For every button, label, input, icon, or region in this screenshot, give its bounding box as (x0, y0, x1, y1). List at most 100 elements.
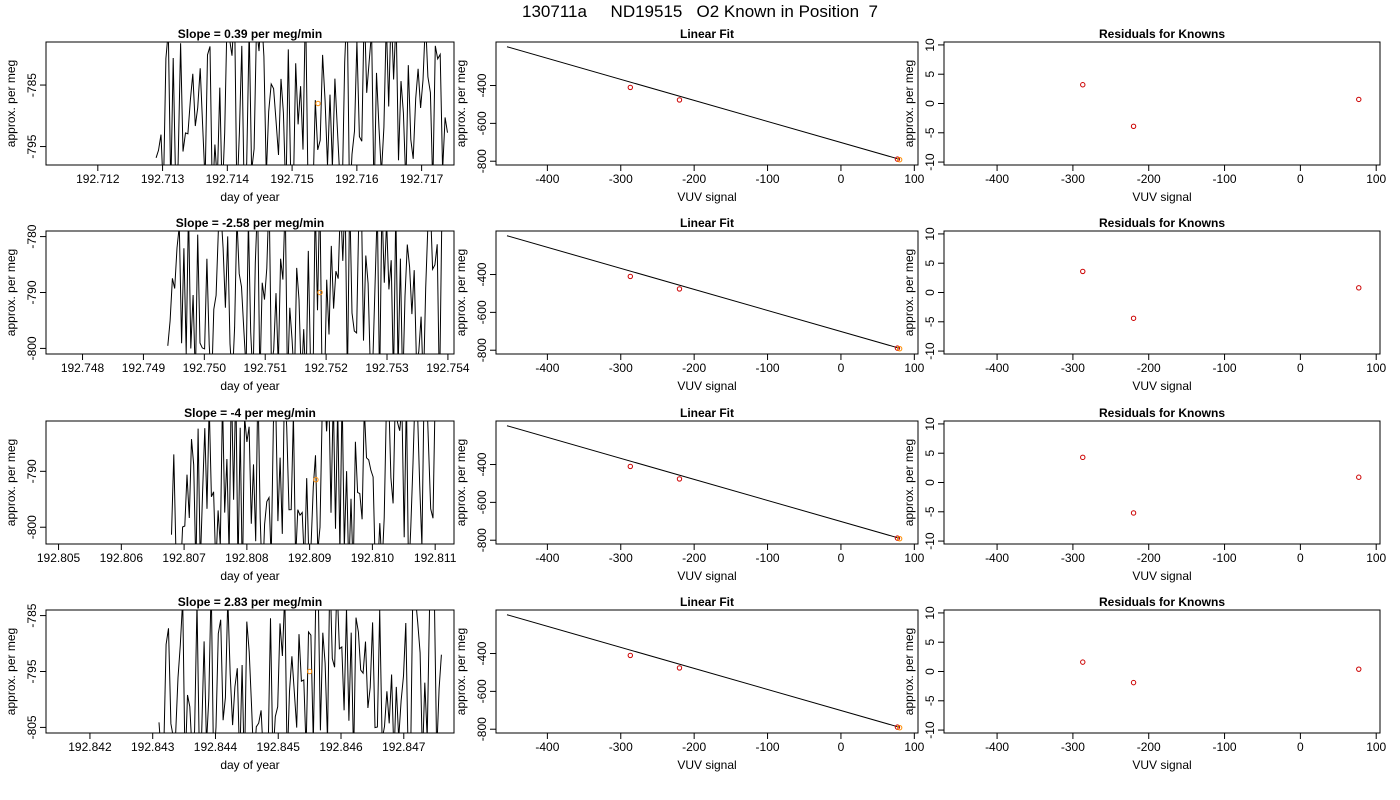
x-tick-label: -200 (682, 172, 706, 186)
x-tick-label: 192.809 (288, 551, 332, 565)
x-tick-label: -200 (682, 361, 706, 375)
plot-area (1080, 82, 1362, 130)
plot-area (158, 610, 442, 733)
x-tick-label: -300 (1061, 551, 1085, 565)
x-tick-label: -400 (535, 172, 559, 186)
y-tick-label: 5 (923, 450, 937, 457)
y-tick-label: -10 (923, 342, 937, 360)
data-trace (171, 421, 436, 544)
x-tick-label: 100 (1366, 551, 1386, 565)
y-axis-label: approx. per meg (454, 60, 468, 147)
x-tick-label: -100 (756, 361, 780, 375)
x-tick-label: -100 (1213, 172, 1237, 186)
panel-linear-fit-row3: Linear Fit -400 -300 -200 -100 0 100 -400 -600 -8… (454, 406, 925, 583)
data-point (1080, 268, 1086, 275)
x-axis-label: day of year (220, 569, 279, 583)
plot-title: Slope = 0.39 per meg/min (178, 27, 322, 41)
y-tick-label: -400 (475, 262, 489, 286)
x-axis-label: VUV signal (677, 569, 736, 583)
data-point (1130, 679, 1137, 686)
y-axis-label: approx. per meg (454, 628, 468, 715)
plot-title: Linear Fit (680, 27, 734, 41)
x-tick-label: 0 (1297, 172, 1304, 186)
fit-line (506, 235, 900, 349)
x-tick-label: 192.845 (257, 740, 301, 754)
plot-frame (45, 41, 455, 166)
y-tick-label: -800 (475, 149, 489, 173)
data-point (894, 535, 901, 541)
plot-area (1080, 659, 1362, 686)
y-tick-label: 10 (923, 606, 937, 620)
y-tick-label: -780 (25, 224, 39, 248)
x-tick-label: 192.811 (414, 551, 457, 565)
y-tick-label: -790 (25, 459, 39, 483)
x-axis-label: VUV signal (1132, 569, 1191, 583)
x-tick-label: -200 (1137, 361, 1161, 375)
x-axis-label: VUV signal (677, 758, 736, 772)
x-tick-label: 192.749 (122, 361, 166, 375)
data-point (676, 286, 683, 292)
y-axis-label: approx. per meg (4, 628, 18, 715)
data-point (1130, 123, 1137, 130)
y-tick-label: 5 (923, 639, 937, 646)
panel-residuals-row4: Residuals for Knowns-400 -300 -200 -100 0 100… (902, 595, 1387, 772)
plot-frame (943, 230, 1381, 355)
page-title: 130711a ND19515 O2 Known in Position 7 (522, 2, 878, 21)
plot-area (506, 46, 903, 163)
panel-timeseries-row1: Slope = 0.39 per meg/min 192.712 192.713 19… (4, 27, 455, 204)
x-tick-label: 192.748 (61, 361, 105, 375)
x-axis-label: day of year (220, 758, 279, 772)
x-tick-label: 192.843 (131, 740, 175, 754)
x-tick-label: 192.713 (141, 172, 185, 186)
data-point (1080, 659, 1086, 665)
plot-area (171, 421, 436, 544)
panel-residuals-row3: Residuals for Knowns-400 -300 -200 -100 0 100… (902, 406, 1387, 583)
y-axis-label: approx. per meg (4, 60, 18, 147)
data-point (1130, 315, 1137, 321)
data-point (676, 665, 683, 671)
panel-timeseries-row2: Slope = -2.58 per meg/min 192.748 192.749 1… (4, 216, 470, 393)
plot-title: Linear Fit (680, 595, 734, 609)
x-tick-label: 0 (1297, 361, 1304, 375)
data-point (1080, 82, 1086, 88)
x-tick-label: -300 (609, 172, 633, 186)
x-tick-label: -400 (985, 740, 1009, 754)
y-tick-label: -600 (475, 111, 489, 135)
y-tick-label: -790 (25, 280, 39, 304)
x-tick-label: -300 (1061, 740, 1085, 754)
x-tick-label: -100 (756, 551, 780, 565)
plot-area (506, 235, 903, 352)
plot-area (506, 614, 903, 731)
y-tick-label: -805 (25, 715, 39, 739)
y-tick-label: -795 (25, 659, 39, 683)
x-tick-label: -100 (756, 740, 780, 754)
panel-linear-fit-row4: Linear Fit -400 -300 -200 -100 0 100 -400 -600 -8… (454, 595, 925, 772)
plot-title: Residuals for Knowns (1099, 595, 1225, 609)
data-point (627, 84, 634, 91)
data-trace (167, 231, 443, 354)
y-tick-label: -800 (475, 528, 489, 552)
x-tick-label: 192.805 (37, 551, 81, 565)
data-point (1130, 510, 1137, 516)
fit-line (506, 425, 900, 539)
data-point (1356, 474, 1362, 480)
plot-area (1080, 268, 1362, 321)
x-tick-label: 192.846 (319, 740, 363, 754)
data-point (894, 345, 901, 351)
data-point (315, 100, 321, 107)
plot-title: Slope = 2.83 per meg/min (178, 595, 322, 609)
data-point (1080, 454, 1086, 461)
plot-frame (495, 420, 919, 545)
y-tick-label: -800 (25, 336, 39, 360)
plot-area (1080, 454, 1362, 516)
data-point (1356, 666, 1362, 672)
data-trace (158, 610, 442, 733)
y-tick-label: 10 (923, 38, 937, 52)
data-point (894, 156, 901, 162)
x-tick-label: 192.806 (100, 551, 144, 565)
x-tick-label: -100 (1213, 740, 1237, 754)
x-tick-label: 192.844 (194, 740, 238, 754)
x-axis-label: day of year (220, 379, 279, 393)
data-point (627, 273, 634, 280)
